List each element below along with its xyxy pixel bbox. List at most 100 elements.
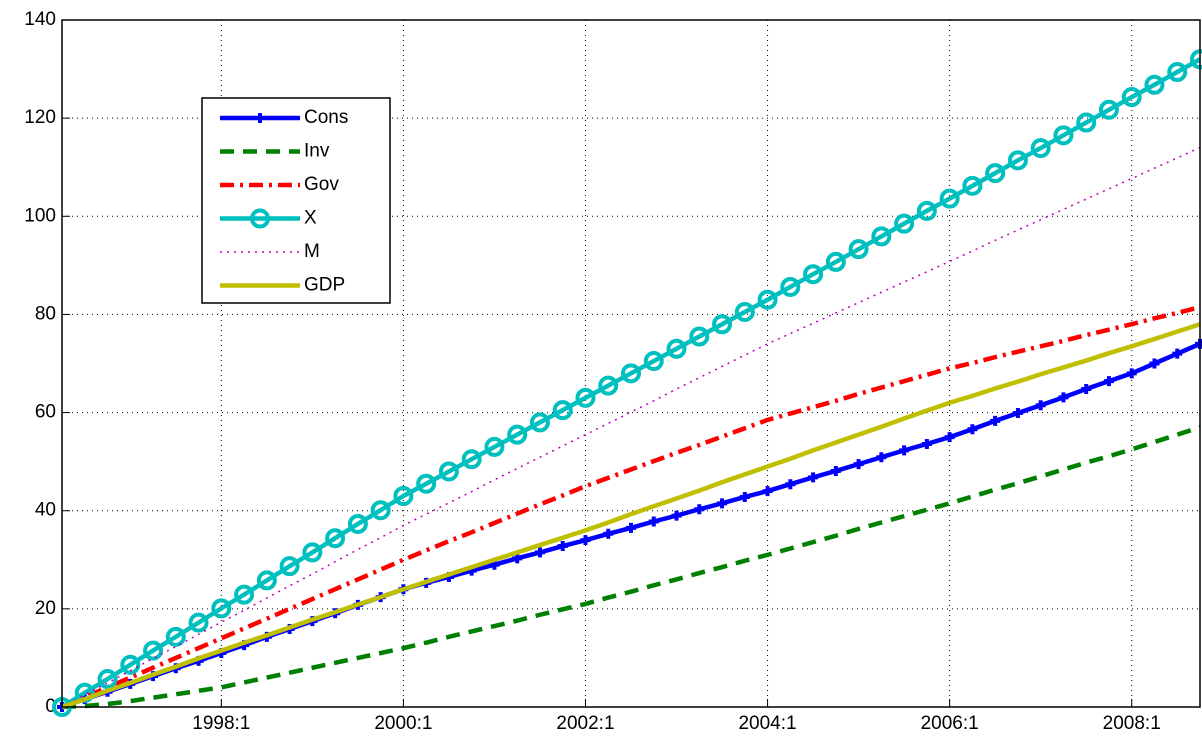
x-tick-label: 2008:1: [1103, 713, 1161, 734]
marker: [1121, 87, 1142, 108]
marker: [916, 200, 937, 221]
marker: [894, 213, 915, 234]
marker: [302, 542, 323, 563]
marker: [757, 289, 778, 310]
marker: [1098, 99, 1119, 120]
marker: [484, 436, 505, 457]
axes-box: [61, 19, 1201, 708]
marker: [534, 547, 545, 558]
x-tick-label: 1998:1: [192, 713, 250, 734]
marker: [1144, 74, 1165, 95]
legend-label: X: [304, 208, 317, 229]
marker: [808, 472, 819, 483]
marker: [1053, 125, 1074, 146]
marker: [1012, 408, 1023, 419]
marker: [785, 479, 796, 490]
marker: [899, 445, 910, 456]
marker: [1149, 358, 1160, 369]
marker: [666, 338, 687, 359]
marker: [876, 452, 887, 463]
marker: [1030, 138, 1051, 159]
marker: [712, 314, 733, 335]
legend-label: Inv: [304, 141, 330, 162]
series-line: [61, 322, 1201, 710]
marker: [370, 500, 391, 521]
x-tick-label: 2004:1: [738, 713, 796, 734]
marker: [603, 528, 614, 539]
legend-label: Cons: [304, 107, 348, 128]
marker: [1103, 376, 1114, 387]
marker: [279, 556, 300, 577]
legend-label: Gov: [304, 174, 339, 195]
x-tick-label: 2000:1: [374, 713, 432, 734]
y-tick-label: 140: [24, 9, 56, 30]
marker: [671, 510, 682, 521]
marker: [552, 400, 573, 421]
y-tick-label: 120: [24, 107, 56, 128]
marker: [256, 570, 277, 591]
marker: [848, 239, 869, 260]
marker: [944, 432, 955, 443]
marker: [643, 351, 664, 372]
marker: [143, 640, 164, 661]
marker: [621, 363, 641, 384]
series-line: [61, 304, 1201, 710]
marker: [165, 626, 186, 647]
marker: [1126, 368, 1137, 379]
marker: [734, 301, 755, 322]
marker: [188, 612, 209, 633]
marker: [97, 669, 118, 690]
marker: [739, 491, 750, 502]
marker: [250, 208, 270, 229]
marker: [1058, 392, 1069, 403]
marker: [461, 449, 482, 470]
marker: [939, 188, 960, 209]
marker: [689, 326, 710, 347]
marker: [962, 175, 983, 196]
marker: [211, 598, 232, 619]
y-tick-label: 20: [35, 598, 56, 619]
marker: [825, 251, 846, 272]
y-tick-label: 80: [35, 303, 56, 324]
marker: [648, 516, 659, 527]
marker: [803, 264, 824, 285]
marker: [529, 412, 550, 433]
marker: [1035, 400, 1046, 411]
marker: [762, 486, 773, 497]
legend-label: M: [304, 241, 320, 262]
marker: [438, 461, 459, 482]
marker: [1081, 384, 1092, 395]
marker: [575, 387, 596, 408]
y-tick-label: 0: [45, 696, 56, 717]
y-tick-label: 60: [35, 402, 56, 423]
marker: [626, 522, 636, 533]
legend-box: [201, 97, 391, 304]
marker: [557, 541, 568, 552]
y-tick-label: 40: [35, 500, 56, 521]
marker: [255, 113, 265, 123]
marker: [1007, 150, 1028, 171]
marker: [717, 498, 728, 509]
marker: [234, 584, 255, 605]
marker: [694, 504, 705, 515]
marker: [871, 226, 892, 247]
marker: [416, 473, 437, 494]
marker: [1076, 112, 1097, 133]
marker: [580, 535, 591, 546]
marker: [512, 553, 523, 564]
series-line: [61, 425, 1201, 710]
marker: [120, 654, 141, 675]
marker: [853, 459, 864, 470]
y-tick-label: 100: [24, 205, 56, 226]
marker: [780, 276, 801, 297]
marker: [393, 485, 414, 506]
marker: [990, 415, 1001, 426]
marker: [507, 424, 528, 445]
marker: [347, 513, 368, 534]
legend-label: GDP: [304, 275, 345, 296]
x-tick-label: 2002:1: [556, 713, 614, 734]
marker: [1172, 348, 1183, 359]
marker: [967, 424, 978, 435]
marker: [1167, 62, 1188, 83]
